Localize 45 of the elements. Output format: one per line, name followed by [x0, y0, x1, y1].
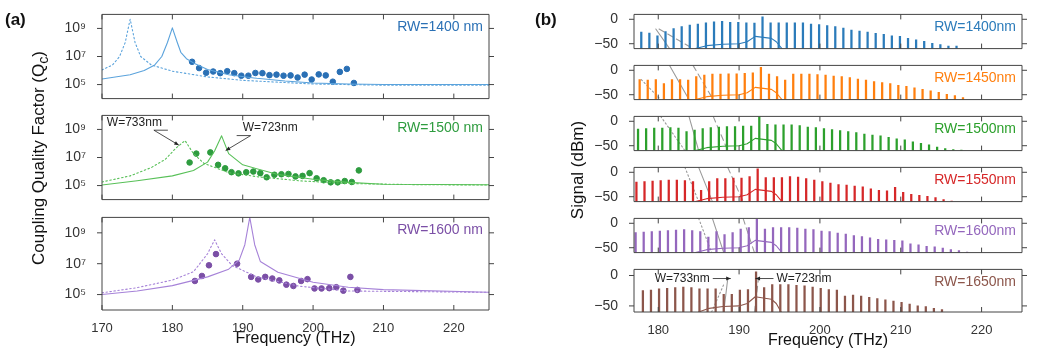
y-axis-title: Signal (dBm): [568, 120, 588, 220]
y-tick-label: 10⁹: [64, 19, 86, 36]
x-tick-label: 210: [372, 320, 395, 336]
chart-title: RW=1500 nm: [397, 119, 483, 136]
x-tick-label: 220: [970, 322, 993, 338]
text: (a): [5, 10, 26, 30]
y-tick-label: 0: [610, 214, 619, 231]
y-tick-label: −50: [594, 187, 619, 204]
x-tick-label: 220: [442, 320, 465, 336]
y-tick-label: 10⁹: [64, 120, 86, 137]
y-tick-label: 10⁷: [65, 47, 86, 64]
y-tick-label: −50: [594, 85, 619, 102]
x-tick-label: 180: [647, 322, 670, 338]
chart-title: RW=1600 nm: [397, 221, 483, 238]
annotation: W=723nm: [242, 119, 298, 134]
y-tick-label: 0: [610, 266, 619, 283]
y-tick-label: 10⁵: [64, 285, 86, 302]
y-tick-label: −50: [594, 296, 619, 313]
y-tick-label: 10⁷: [65, 148, 86, 165]
x-tick-label: 210: [889, 322, 912, 338]
x-tick-label: 190: [728, 322, 750, 338]
y-tick-label: 0: [610, 112, 619, 129]
y-tick-label: 10⁹: [64, 223, 86, 240]
y-tick-label: 0: [610, 61, 619, 78]
chart-title: RW=1550nm: [934, 171, 1016, 188]
chart-title: RW=1450nm: [934, 69, 1016, 86]
x-tick-label: 180: [161, 320, 184, 336]
y-tick-label: −50: [594, 238, 619, 255]
y-tick-label: 0: [610, 163, 619, 180]
annotation: W=723nm: [776, 270, 832, 285]
x-tick-label: 170: [91, 320, 113, 336]
y-tick-label: −50: [594, 136, 619, 153]
y-tick-label: 10⁵: [64, 176, 86, 193]
y-tick-label: 10⁵: [64, 75, 86, 92]
chart-title: RW=1400nm: [934, 18, 1016, 35]
y-tick-label: 0: [610, 10, 619, 27]
text: (b): [535, 10, 557, 30]
chart-title: RW=1650nm: [934, 273, 1016, 290]
y-tick-label: 10⁷: [65, 254, 86, 271]
chart-title: RW=1600nm: [934, 222, 1016, 239]
annotation: W=733nm: [654, 270, 710, 285]
chart-title: RW=1400 nm: [397, 18, 483, 35]
annotation: W=733nm: [106, 114, 162, 129]
y-tick-label: −50: [594, 34, 619, 51]
chart-title: RW=1500nm: [934, 120, 1016, 137]
